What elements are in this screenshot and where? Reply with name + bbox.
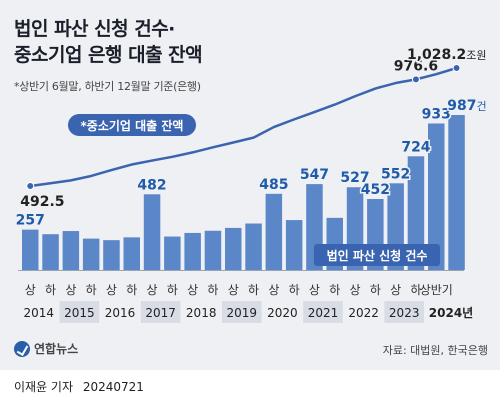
bar xyxy=(428,123,445,270)
half-year-label: 하 xyxy=(289,283,300,297)
title-line-2: 중소기업 은행 대출 잔액 xyxy=(14,44,203,66)
bar xyxy=(62,231,80,270)
bar-value-label: 485 xyxy=(259,177,288,193)
bar-legend-label: 법인 파산 신청 건수 xyxy=(327,248,428,263)
title-line-1: 법인 파산 신청 건수· xyxy=(14,18,175,40)
line-point xyxy=(411,75,420,84)
year-band xyxy=(140,301,181,323)
year-label: 2016 xyxy=(105,306,136,320)
half-year-label: 상 xyxy=(187,283,198,297)
half-year-label: 상반기 xyxy=(420,283,453,297)
year-label: 2014 xyxy=(24,306,55,320)
bar-value-label: 724 xyxy=(401,139,430,155)
half-year-label: 하 xyxy=(329,283,340,297)
bar xyxy=(204,230,222,270)
bar xyxy=(184,232,201,270)
year-label: 2015 xyxy=(64,306,95,320)
bar xyxy=(143,194,161,270)
bar-value-label: 482 xyxy=(137,177,166,193)
year-band xyxy=(425,301,477,323)
line-point xyxy=(26,182,35,190)
year-label: 2021 xyxy=(308,306,339,320)
half-year-label: 상 xyxy=(350,283,361,297)
loan-line xyxy=(30,66,457,188)
bar-unit-label: 건 xyxy=(477,100,487,113)
line-point xyxy=(452,64,461,72)
bar-value-label: 452 xyxy=(361,182,390,198)
half-year-label: 하 xyxy=(370,283,381,297)
half-year-label: 상 xyxy=(390,283,401,297)
chart-note: *상반기 6월말, 하반기 12월말 기준(은행) xyxy=(14,80,201,93)
bar-value-label: 257 xyxy=(16,213,45,229)
half-year-label: 상 xyxy=(65,283,76,297)
reporter-name: 이재윤 기자 xyxy=(14,380,74,394)
half-year-label: 상 xyxy=(309,283,320,297)
half-year-label: 상 xyxy=(25,283,36,297)
yonhap-logo-icon xyxy=(14,340,30,357)
half-year-label: 하 xyxy=(248,283,259,297)
bar xyxy=(265,193,283,270)
half-year-label: 상 xyxy=(106,283,117,297)
bar-value-label: 552 xyxy=(381,166,410,182)
year-label: 2018 xyxy=(186,306,217,320)
bar xyxy=(448,115,465,270)
half-year-label: 하 xyxy=(207,283,218,297)
year-band xyxy=(303,301,343,323)
year-band xyxy=(59,301,100,323)
bar-value-label: 933 xyxy=(422,106,451,122)
bar-value-label: 547 xyxy=(300,167,329,183)
line-legend-pill xyxy=(68,114,196,136)
year-label: 2020 xyxy=(267,306,298,320)
line-legend-label: *중소기업 대출 잔액 xyxy=(81,118,184,133)
year-label: 2019 xyxy=(227,306,258,320)
chart-title: 법인 파산 신청 건수· 중소기업 은행 대출 잔액 xyxy=(14,16,203,68)
bar xyxy=(407,156,425,270)
year-label: 2023 xyxy=(389,306,420,320)
publish-date: 20240721 xyxy=(82,380,144,394)
half-year-label: 하 xyxy=(86,283,97,297)
bar xyxy=(82,238,100,270)
data-source: 자료: 대법원, 한국은행 xyxy=(382,344,488,357)
bar-value-label: 527 xyxy=(340,170,369,186)
year-label: 2017 xyxy=(145,306,176,320)
half-year-label: 상 xyxy=(228,283,239,297)
half-year-label: 상 xyxy=(268,283,279,297)
year-band xyxy=(222,301,262,323)
line-unit-label: 조원 xyxy=(466,49,486,62)
bar xyxy=(123,237,140,270)
yonhap-logo: 연합뉴스 xyxy=(14,340,78,357)
bar-legend-box xyxy=(314,244,440,266)
bar xyxy=(285,220,303,270)
logo-text: 연합뉴스 xyxy=(34,342,79,356)
bar xyxy=(225,227,242,270)
byline: 이재윤 기자 20240721 xyxy=(14,378,144,395)
half-year-label: 상 xyxy=(147,283,158,297)
half-year-label: 하 xyxy=(167,283,178,297)
year-band xyxy=(384,301,424,323)
bar xyxy=(164,236,181,270)
half-year-label: 하 xyxy=(410,283,421,297)
line-value-label: 976.6 xyxy=(394,58,438,74)
bar xyxy=(245,223,262,270)
year-label: 2022 xyxy=(348,306,379,320)
half-year-label: 하 xyxy=(126,283,137,297)
bar-value-label: 987건 xyxy=(447,98,486,114)
bar xyxy=(22,229,39,270)
year-label: 2024년 xyxy=(429,306,473,320)
bar xyxy=(42,234,59,270)
line-value-label: 492.5 xyxy=(20,194,64,210)
bar xyxy=(103,240,120,270)
half-year-label: 하 xyxy=(45,283,56,297)
line-value-label: 1,028.2조원 xyxy=(407,47,487,63)
